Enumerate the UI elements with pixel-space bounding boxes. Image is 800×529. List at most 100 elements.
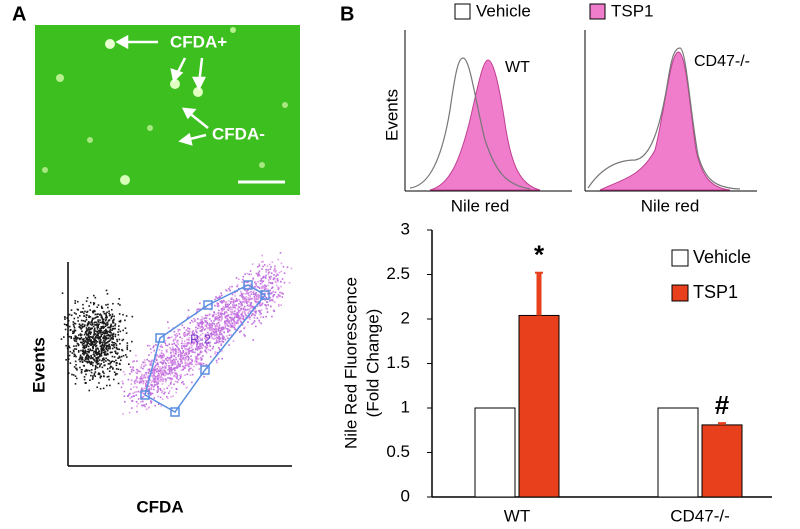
dot [150, 361, 152, 363]
dot [251, 313, 254, 315]
dot [177, 378, 180, 381]
dot [262, 275, 265, 278]
dot [96, 328, 99, 330]
dot [192, 348, 194, 351]
dot [81, 358, 84, 361]
dot [104, 335, 106, 338]
dot [155, 375, 158, 378]
dot [216, 305, 219, 308]
dot [221, 337, 224, 340]
dot [88, 336, 90, 339]
dot [177, 343, 179, 345]
dot [279, 291, 281, 294]
dot [132, 361, 134, 363]
dot [101, 318, 104, 321]
dot [96, 357, 99, 359]
dot [95, 353, 98, 356]
dot [190, 349, 193, 352]
dot [68, 335, 71, 338]
dot [133, 380, 136, 383]
dot [273, 277, 276, 280]
dot [82, 345, 85, 347]
dot [271, 299, 274, 302]
dot [179, 354, 182, 356]
dot [154, 356, 157, 359]
dot [225, 310, 228, 313]
dot [100, 349, 103, 351]
dot [220, 319, 222, 322]
dot [96, 363, 99, 366]
dot [241, 281, 244, 283]
dot [85, 318, 88, 321]
dot [91, 321, 93, 324]
dot [265, 268, 267, 271]
dot [166, 395, 168, 398]
dot [243, 297, 246, 299]
dot [276, 278, 279, 280]
dot [171, 378, 174, 380]
dot [162, 361, 164, 364]
dot [251, 263, 254, 265]
dot [159, 361, 162, 363]
dot [107, 330, 109, 333]
gate [140, 280, 270, 417]
dot [173, 349, 175, 351]
dot [177, 351, 180, 354]
dot [256, 294, 259, 297]
dot [273, 294, 276, 296]
dot [89, 349, 92, 351]
dot [89, 328, 92, 331]
dot [190, 340, 193, 343]
dot [229, 302, 232, 305]
dot [115, 347, 118, 350]
dot [80, 372, 83, 374]
dot [229, 326, 232, 329]
dot [201, 320, 204, 323]
dot [196, 355, 198, 357]
dot [164, 370, 167, 372]
dot [152, 368, 155, 371]
dot [207, 348, 210, 351]
dot [106, 331, 108, 333]
dot [151, 372, 154, 374]
dot [147, 385, 150, 387]
dot [187, 330, 189, 333]
dot [196, 308, 199, 311]
dot [174, 369, 176, 372]
dot [254, 314, 256, 317]
dot [207, 334, 209, 336]
dot [156, 368, 159, 370]
dot [110, 308, 113, 311]
dot [167, 365, 170, 367]
dot [183, 335, 186, 338]
dot [173, 363, 176, 366]
dot [270, 266, 272, 268]
dot [242, 316, 245, 318]
dot [94, 371, 97, 373]
dot [248, 294, 250, 297]
dot [254, 293, 256, 295]
dot [181, 337, 183, 340]
dot [161, 373, 163, 376]
dot [112, 321, 114, 324]
dot [157, 381, 159, 383]
dot [109, 339, 112, 341]
dot [183, 354, 186, 357]
dot [144, 382, 147, 385]
dot [199, 342, 201, 345]
dot [81, 311, 84, 313]
dot [96, 323, 98, 325]
dot [196, 324, 199, 326]
dot [135, 378, 138, 381]
dot [86, 358, 89, 360]
dot [152, 378, 155, 381]
dot [89, 340, 92, 343]
dot [186, 373, 189, 376]
dot [219, 300, 222, 303]
dot [163, 365, 166, 368]
dot [257, 293, 260, 296]
dot [229, 311, 232, 313]
dot [183, 345, 185, 347]
dot [60, 338, 63, 340]
dot [163, 374, 165, 376]
